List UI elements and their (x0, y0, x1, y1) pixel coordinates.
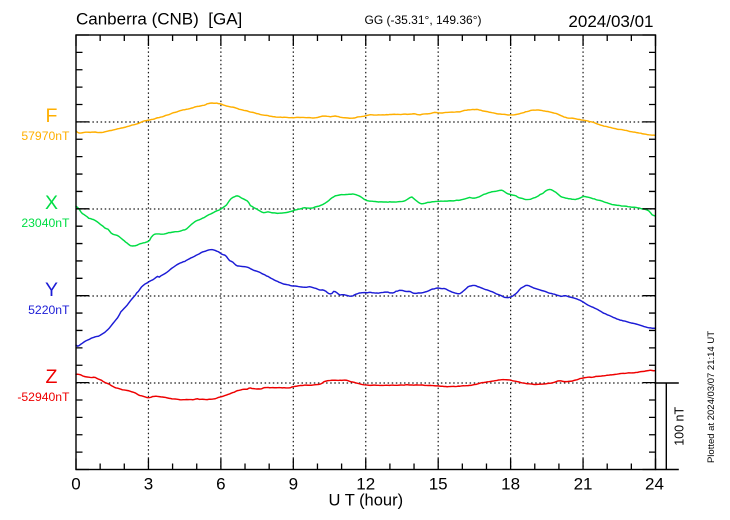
svg-text:21: 21 (574, 475, 593, 494)
svg-text:9: 9 (289, 475, 298, 494)
svg-text:100 nT: 100 nT (672, 406, 686, 445)
svg-text:3: 3 (144, 475, 153, 494)
svg-text:23040nT: 23040nT (21, 216, 70, 230)
svg-text:18: 18 (501, 475, 520, 494)
svg-text:12: 12 (356, 475, 375, 494)
svg-text:57970nT: 57970nT (21, 129, 70, 143)
svg-text:15: 15 (429, 475, 448, 494)
svg-text:Canberra (CNB) [GA]: Canberra (CNB) [GA] (76, 9, 242, 28)
svg-text:X: X (45, 192, 58, 214)
svg-text:0: 0 (71, 475, 80, 494)
svg-text:6: 6 (216, 475, 225, 494)
svg-text:-52940nT: -52940nT (17, 390, 70, 404)
svg-text:5220nT: 5220nT (28, 303, 70, 317)
svg-text:U T (hour): U T (hour) (329, 492, 404, 510)
svg-text:Plotted at 2024/03/07 21:14 UT: Plotted at 2024/03/07 21:14 UT (706, 331, 717, 463)
svg-text:Y: Y (45, 279, 58, 301)
svg-text:F: F (46, 105, 58, 127)
svg-text:Z: Z (46, 366, 58, 388)
svg-text:24: 24 (645, 475, 664, 494)
svg-text:GG (-35.31°, 149.36°): GG (-35.31°, 149.36°) (365, 13, 482, 27)
svg-text:2024/03/01: 2024/03/01 (568, 12, 653, 31)
